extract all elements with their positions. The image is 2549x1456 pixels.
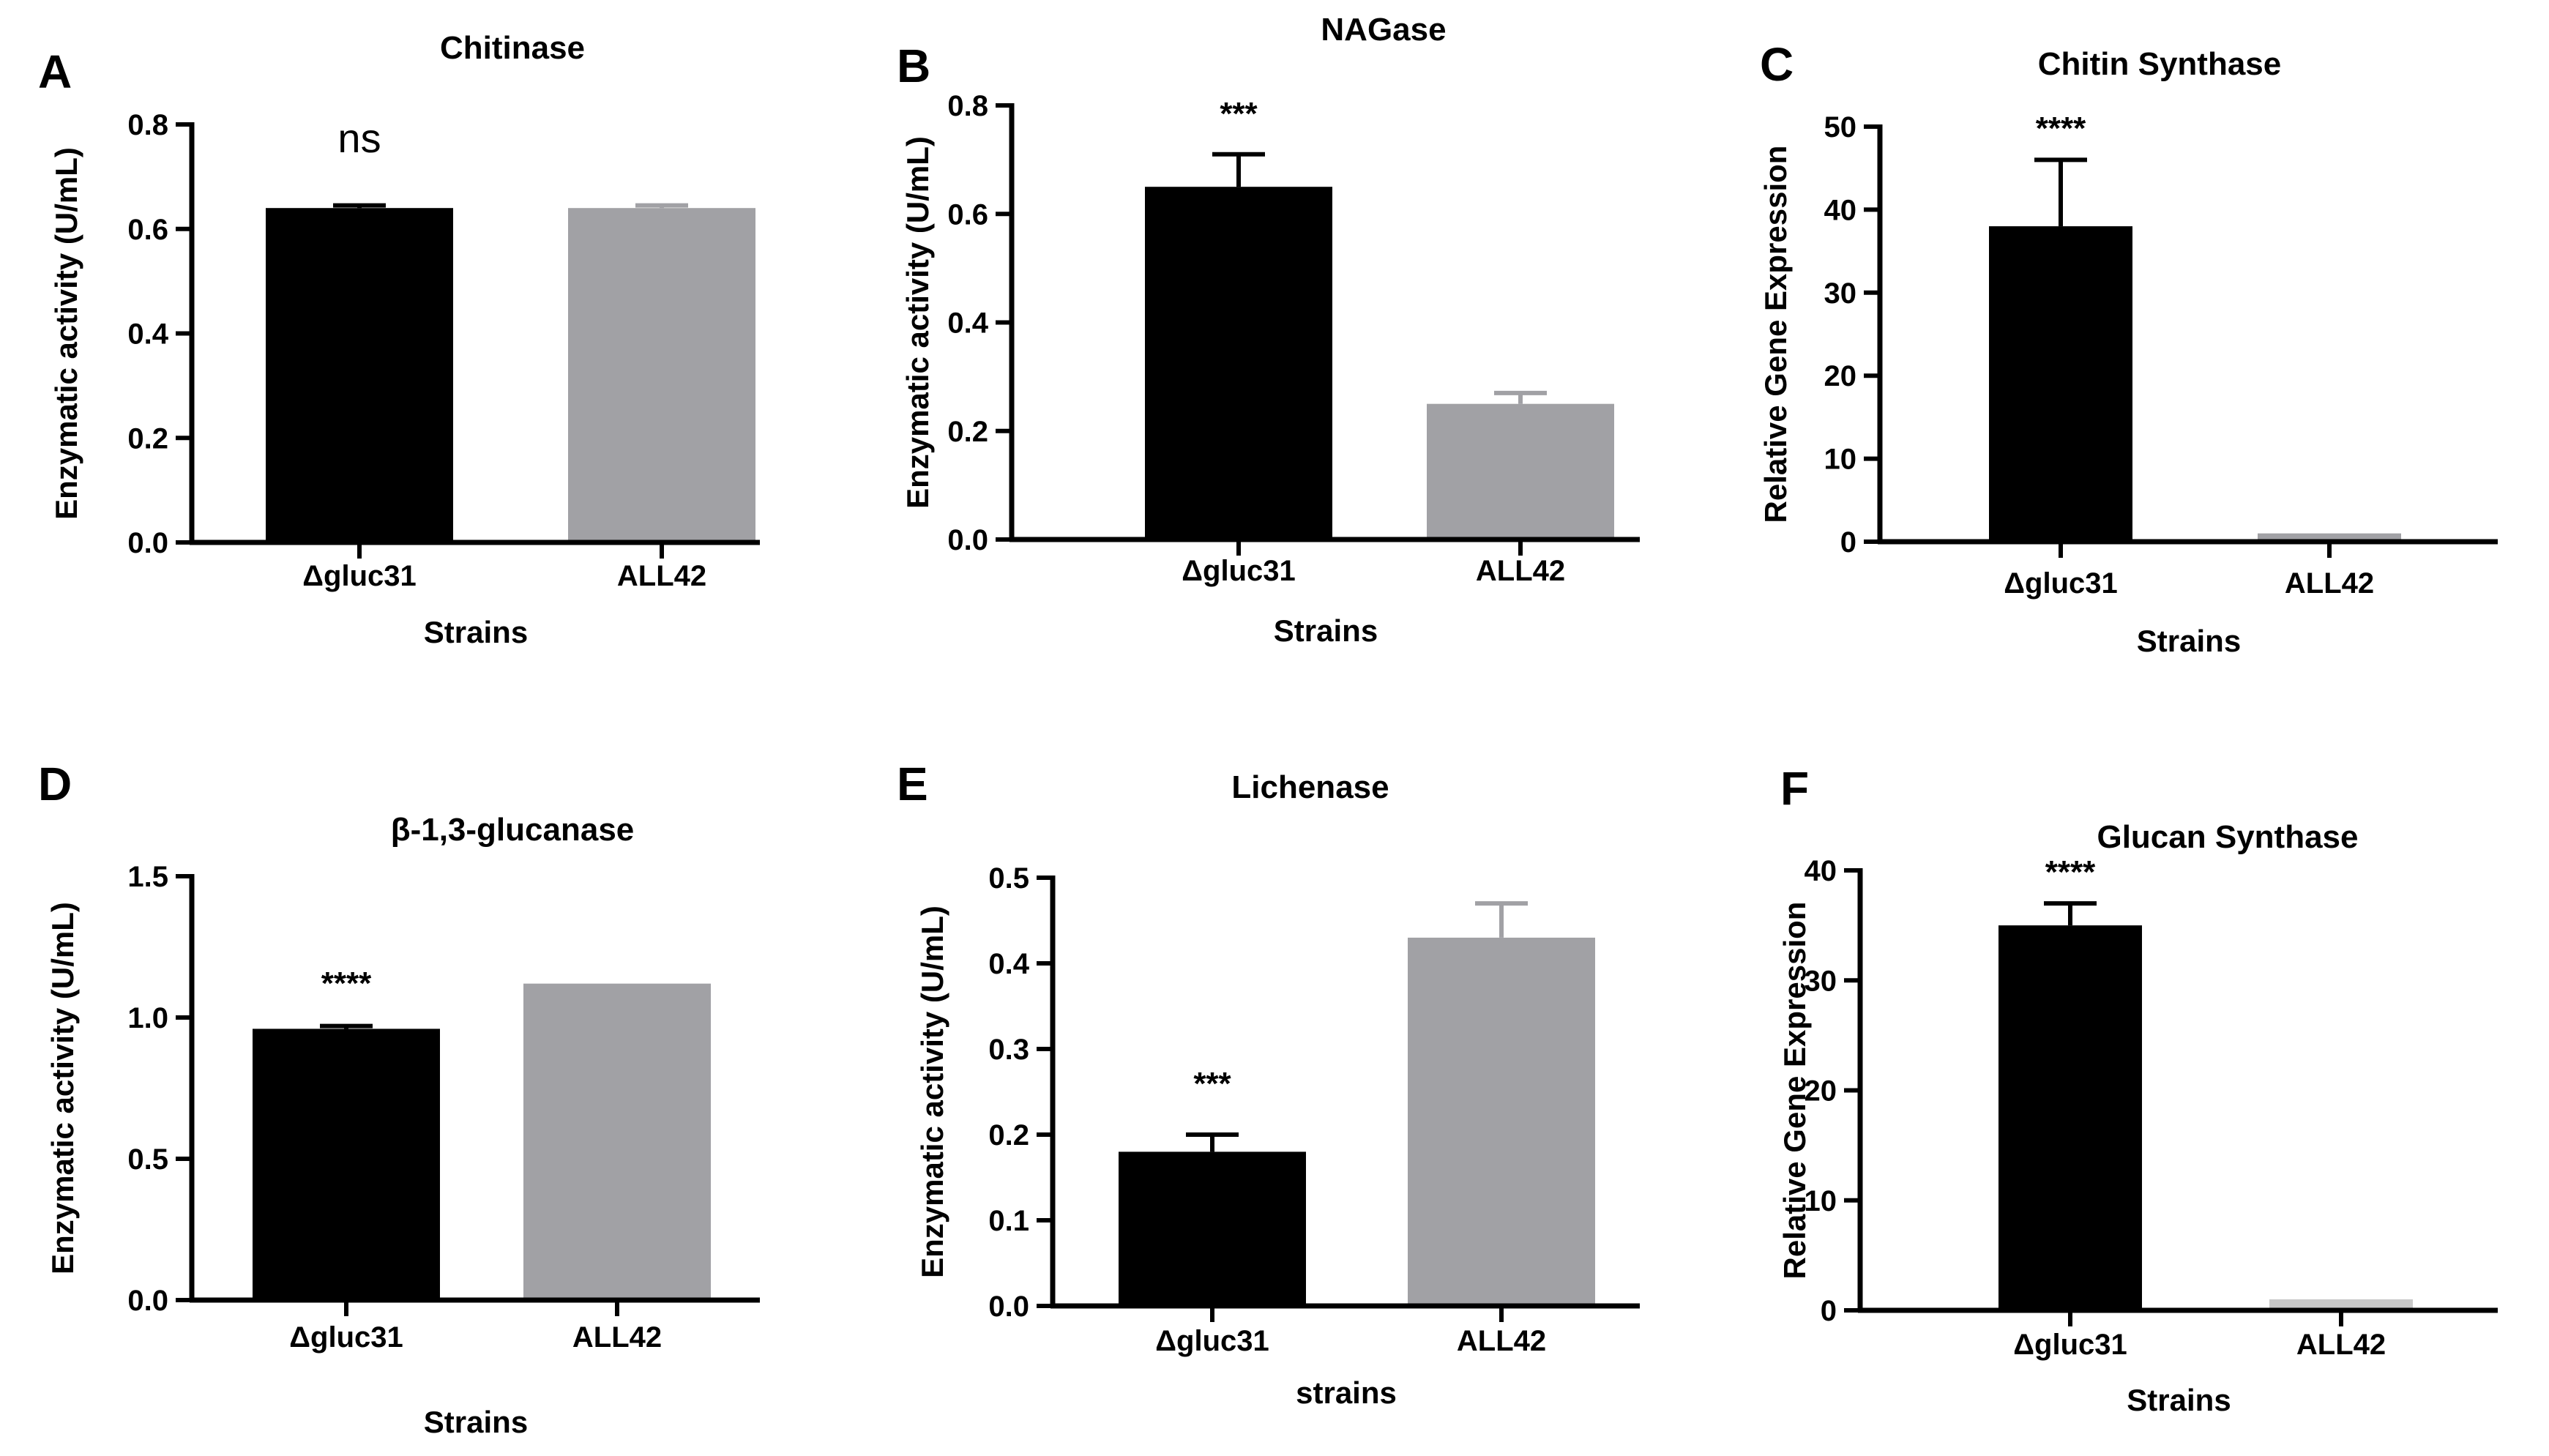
x-tick-label: Δgluc31 (2004, 567, 2117, 600)
chart-title: NAGase (1321, 12, 1446, 48)
y-tick-label: 20 (1824, 360, 1857, 392)
significance-label: **** (2045, 854, 2096, 890)
x-tick-label: ALL42 (572, 1321, 662, 1354)
y-tick-label: 0.8 (947, 90, 988, 122)
y-tick-label: 0.8 (127, 109, 168, 141)
y-tick-label: 0.3 (988, 1034, 1029, 1066)
bar (1119, 1151, 1306, 1306)
chart-title: Glucan Synthase (2097, 819, 2358, 855)
y-tick-label: 0.1 (988, 1205, 1029, 1237)
y-tick-label: 1.5 (127, 861, 168, 893)
bar (266, 208, 453, 542)
y-tick-label: 20 (1805, 1075, 1837, 1108)
y-tick-label: 0.4 (127, 318, 168, 351)
x-tick-label: ALL42 (1457, 1325, 1546, 1357)
y-tick-label: 50 (1824, 111, 1857, 143)
y-tick-label: 0 (1821, 1295, 1837, 1327)
panel-letter: E (897, 758, 928, 810)
panel-f: F Glucan Synthase 0 10 20 30 40 Δgluc31 ALL42 Str… (1777, 762, 2498, 1417)
y-tick-label: 30 (1805, 965, 1837, 997)
y-axis-label: Enzymatic activity (U/mL) (45, 902, 80, 1274)
y-tick-label: 0.0 (127, 527, 168, 559)
significance-label: **** (2036, 111, 2086, 146)
y-tick-label: 30 (1824, 277, 1857, 310)
significance-label: *** (1220, 96, 1258, 132)
panel-d: Dβ-1,3-glucanase 0.0 0.5 1.0 1.5 Δgluc31 ALL42… (38, 758, 760, 1439)
chart-title: β-1,3-glucanase (391, 812, 635, 848)
y-axis-label: Enzymatic activity (U/mL) (49, 147, 83, 520)
chart-title: Lichenase (1231, 769, 1389, 805)
bar (1998, 925, 2142, 1310)
significance-label: ns (337, 115, 381, 161)
y-tick-label: 0.0 (947, 524, 988, 556)
y-tick-label: 1.0 (127, 1002, 168, 1034)
panel-c: C Chitin Synthase 0 10 20 30 40 50 Δgluc31 ALL42 S… (1758, 38, 2498, 658)
x-axis-label: Strains (2137, 624, 2241, 658)
bar (523, 983, 711, 1300)
x-tick-label: Δgluc31 (2013, 1329, 2127, 1361)
panel-letter: A (38, 45, 72, 98)
bar (1408, 937, 1595, 1306)
x-axis-label: Strains (2127, 1383, 2231, 1417)
y-tick-label: 0.4 (947, 307, 988, 340)
significance-label: **** (321, 966, 372, 1001)
y-tick-label: 0.0 (988, 1291, 1029, 1323)
chart-title: Chitinase (440, 30, 585, 66)
x-tick-label: ALL42 (2285, 567, 2374, 600)
x-tick-label: Δgluc31 (1155, 1325, 1269, 1357)
bar (1145, 187, 1332, 540)
y-tick-label: 40 (1824, 194, 1857, 226)
y-tick-label: 0.2 (127, 422, 168, 455)
y-tick-label: 10 (1824, 444, 1857, 476)
y-axis-label: Relative Gene Expression (1777, 902, 1812, 1280)
panel-b: B NAGase 0.0 0.2 0.4 0.6 0.8 Δgluc31 ALL42 Strain… (897, 12, 1640, 648)
bar (253, 1028, 440, 1300)
bar (568, 208, 755, 542)
x-tick-label: Δgluc31 (1182, 555, 1295, 587)
x-tick-label: ALL42 (2296, 1329, 2386, 1361)
x-axis-label: strains (1296, 1375, 1397, 1410)
panel-letter: F (1780, 762, 1809, 815)
y-tick-label: 0 (1840, 526, 1856, 559)
y-tick-label: 0.4 (988, 948, 1029, 980)
significance-label: *** (1193, 1066, 1231, 1102)
bar (1989, 226, 2132, 542)
x-axis-label: Strains (1274, 613, 1378, 648)
y-tick-label: 0.5 (127, 1143, 168, 1176)
y-tick-label: 0.2 (988, 1119, 1029, 1151)
x-tick-label: Δgluc31 (289, 1321, 403, 1354)
panel-letter: C (1760, 38, 1794, 91)
x-tick-label: ALL42 (617, 560, 706, 592)
y-axis-label: Enzymatic activity (U/mL) (915, 906, 949, 1278)
y-tick-label: 0.2 (947, 416, 988, 448)
panel-letter: B (897, 40, 930, 92)
x-tick-label: Δgluc31 (302, 560, 416, 592)
bar (2269, 1299, 2413, 1310)
y-tick-label: 40 (1805, 855, 1837, 887)
y-tick-label: 0.6 (947, 198, 988, 231)
y-axis-label: Relative Gene Expression (1758, 146, 1793, 523)
bar (2258, 533, 2401, 542)
y-tick-label: 0.0 (127, 1285, 168, 1317)
panel-letter: D (38, 758, 72, 810)
x-tick-label: ALL42 (1476, 555, 1565, 587)
y-axis-label: Enzymatic activity (U/mL) (900, 136, 935, 509)
y-tick-label: 0.5 (988, 862, 1029, 895)
panel-a: A Chitinase 0.0 0.2 0.4 0.6 0.8 Δgluc31 ALL42 Str… (38, 30, 760, 649)
chart-title: Chitin Synthase (2038, 46, 2282, 82)
panel-e: E Lichenase 0.0 0.1 0.2 0.3 0.4 0.5 Δgluc31 ALL42… (897, 758, 1640, 1410)
x-axis-label: Strains (424, 615, 528, 649)
y-tick-label: 0.6 (127, 214, 168, 246)
x-axis-label: Strains (424, 1405, 528, 1439)
bar (1427, 403, 1614, 540)
y-tick-label: 10 (1805, 1185, 1837, 1217)
